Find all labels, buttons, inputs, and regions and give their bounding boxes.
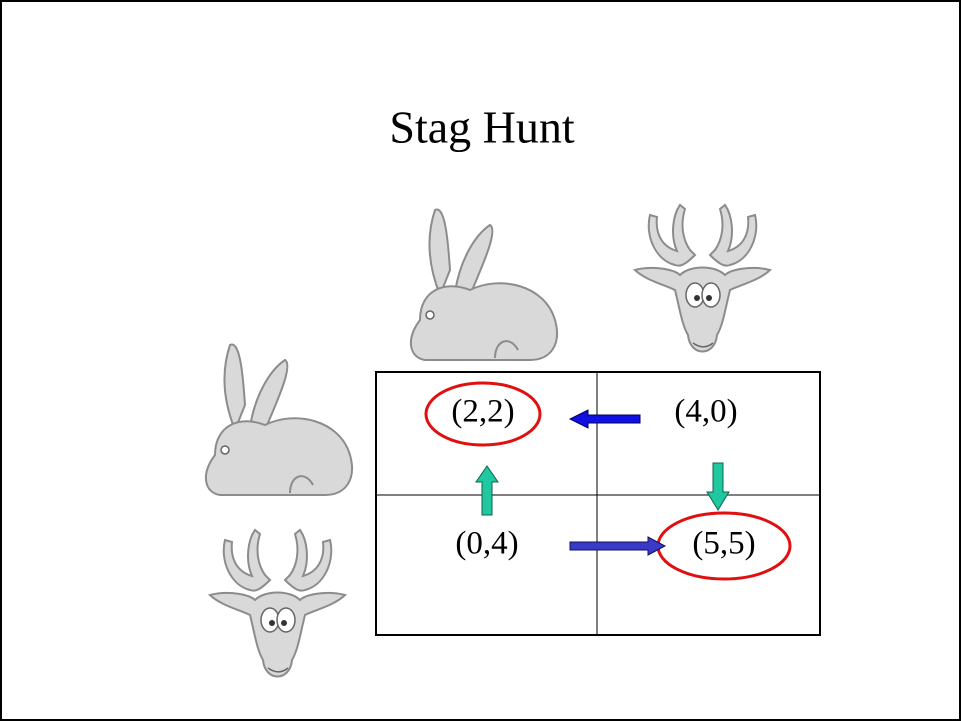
arrow <box>568 409 641 429</box>
arrow <box>706 462 730 511</box>
payoff-cell: (5,5) <box>692 526 755 562</box>
payoff-cell: (4,0) <box>674 394 737 430</box>
arrow <box>475 465 499 516</box>
payoff-cell: (0,4) <box>455 526 518 562</box>
arrow <box>569 536 667 556</box>
equilibrium-circle <box>424 381 542 447</box>
slide-title: Stag Hunt <box>389 102 575 153</box>
payoff-table <box>375 371 821 636</box>
payoff-cell: (2,2) <box>451 394 514 430</box>
